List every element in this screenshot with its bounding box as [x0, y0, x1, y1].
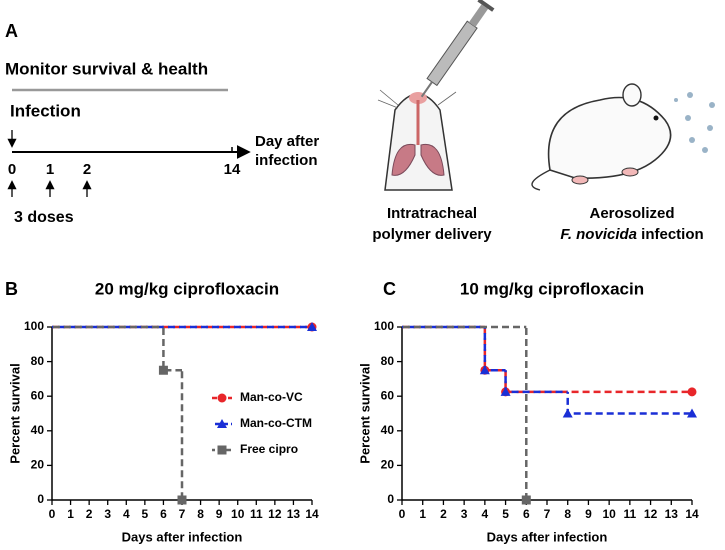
legend-label: Man-co-VC	[240, 390, 303, 404]
x-tick-label: 4	[123, 507, 130, 521]
x-tick-label: 11	[624, 507, 637, 521]
x-tick-label: 6	[160, 507, 167, 521]
x-tick-label: 0	[49, 507, 56, 521]
marker	[217, 419, 227, 428]
y-tick-label: 20	[31, 458, 45, 472]
x-tick-label: 7	[544, 507, 551, 521]
x-tick-label: 0	[399, 507, 406, 521]
x-tick-label: 4	[482, 507, 489, 521]
x-tick-label: 9	[216, 507, 223, 521]
marker	[479, 365, 490, 375]
x-tick-label: 8	[564, 507, 571, 521]
timeline-tick-label: 0	[8, 161, 16, 178]
x-tick-label: 10	[602, 507, 616, 521]
x-tick-label: 13	[287, 507, 301, 521]
panel-letter: A	[5, 21, 18, 41]
legend-label: Free cipro	[240, 442, 298, 456]
y-tick-label: 40	[381, 423, 395, 437]
x-tick-label: 3	[461, 507, 468, 521]
species-suffix: infection	[641, 226, 704, 243]
y-tick-label: 20	[381, 458, 395, 472]
x-tick-label: 11	[250, 507, 263, 521]
doses-label: 3 doses	[14, 209, 74, 226]
x-tick-label: 8	[197, 507, 204, 521]
y-axis-label: Percent survival	[357, 363, 372, 463]
monitor-label: Monitor survival & health	[5, 59, 208, 78]
intratracheal-illustration	[377, 0, 495, 191]
marker	[307, 322, 317, 331]
infection-label: Infection	[10, 101, 81, 120]
x-tick-label: 1	[67, 507, 74, 521]
y-tick-label: 80	[381, 354, 395, 368]
x-axis-label: Days after infection	[487, 529, 608, 544]
marker	[500, 386, 511, 396]
x-tick-label: 10	[231, 507, 245, 521]
timeline-axis-label: Day after	[255, 133, 319, 150]
y-tick-label: 100	[374, 319, 394, 333]
chart-title: 10 mg/kg ciprofloxacin	[460, 279, 644, 298]
species: F. novicida	[560, 226, 637, 243]
x-tick-label: 12	[644, 507, 658, 521]
panel-a: A Monitor survival & health Infection 0 …	[5, 0, 715, 243]
x-tick-label: 5	[142, 507, 149, 521]
panel-letter: C	[383, 279, 396, 299]
marker	[687, 408, 697, 418]
timeline-tick-label: 14	[224, 161, 241, 178]
illustration-label: Intratracheal	[387, 205, 477, 222]
x-tick-label: 7	[179, 507, 186, 521]
x-tick-label: 5	[502, 507, 509, 521]
marker	[158, 365, 168, 375]
panel-letter: B	[5, 279, 18, 299]
x-tick-label: 1	[419, 507, 426, 521]
timeline-tick-label: 2	[83, 161, 91, 178]
marker	[217, 445, 227, 455]
marker	[177, 495, 187, 505]
marker	[521, 495, 531, 505]
x-tick-label: 9	[585, 507, 592, 521]
y-tick-label: 60	[381, 388, 395, 402]
x-tick-label: 2	[86, 507, 93, 521]
y-tick-label: 80	[31, 354, 45, 368]
x-tick-label: 13	[665, 507, 679, 521]
x-tick-label: 2	[440, 507, 447, 521]
timeline-axis-label: infection	[255, 152, 318, 169]
y-tick-label: 40	[31, 423, 45, 437]
y-tick-label: 60	[31, 388, 45, 402]
aerosol-illustration	[531, 83, 715, 191]
x-tick-label: 14	[685, 507, 699, 521]
marker	[217, 393, 227, 403]
illustration-label: polymer delivery	[372, 226, 492, 243]
chart-title: 20 mg/kg ciprofloxacin	[95, 279, 279, 298]
marker	[687, 387, 697, 397]
y-tick-label: 0	[37, 492, 44, 506]
x-tick-label: 6	[523, 507, 530, 521]
x-tick-label: 12	[268, 507, 282, 521]
x-axis-label: Days after infection	[122, 529, 243, 544]
y-tick-label: 0	[387, 492, 394, 506]
legend-label: Man-co-CTM	[240, 416, 312, 430]
illustration-label: Aerosolized	[589, 205, 674, 222]
x-tick-label: 3	[104, 507, 111, 521]
timeline-tick-label: 1	[46, 161, 54, 178]
illustration-label: F. novicida infection	[560, 226, 703, 243]
marker	[562, 408, 573, 418]
y-axis-label: Percent survival	[7, 363, 22, 463]
x-tick-label: 14	[305, 507, 319, 521]
y-tick-label: 100	[24, 319, 44, 333]
